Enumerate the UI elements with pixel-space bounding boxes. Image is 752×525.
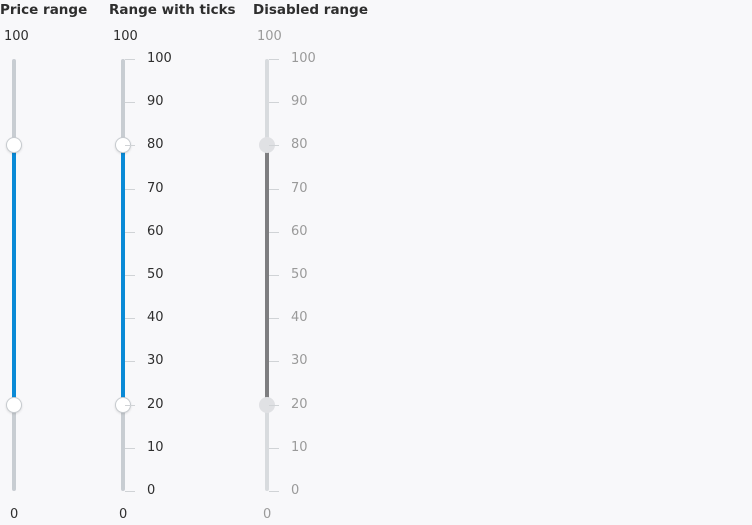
disabled-tick-mark [269, 447, 279, 449]
disabled-tick-mark [269, 188, 279, 190]
range-with-ticks-title: Range with ticks [109, 2, 236, 18]
disabled-tick-mark [269, 145, 279, 147]
ticks-tick-label: 90 [147, 94, 164, 110]
disabled-tick-label: 60 [291, 223, 308, 239]
price-range-fill [12, 145, 16, 405]
ticks-tick-label: 60 [147, 223, 164, 239]
disabled-tick-mark [269, 275, 279, 276]
disabled-tick-label: 30 [291, 353, 308, 369]
ticks-tick-mark [125, 102, 135, 104]
ticks-tick-mark [125, 491, 135, 492]
disabled-tick-mark [269, 231, 279, 233]
ticks-tick-mark [125, 275, 135, 276]
disabled-tick-mark [269, 491, 279, 492]
disabled-tick-label: 20 [291, 396, 308, 412]
disabled-tick-label: 90 [291, 94, 308, 110]
disabled-tick-label: 100 [291, 51, 316, 66]
ticks-tick-mark [125, 59, 135, 60]
ticks-tick-label: 0 [147, 483, 156, 498]
ticks-tick-mark [125, 231, 135, 233]
price-range-title: Price range [0, 2, 88, 18]
disabled-range-title: Disabled range [253, 2, 368, 18]
disabled-range-fill [265, 145, 269, 405]
disabled-tick-mark [269, 318, 279, 320]
disabled-tick-mark [269, 59, 279, 60]
disabled-tick-label: 70 [291, 180, 308, 196]
ticks-tick-label: 70 [147, 180, 164, 196]
disabled-tick-label: 40 [291, 310, 308, 326]
disabled-range-min-label: 0 [263, 507, 272, 522]
ticks-tick-label: 40 [147, 310, 164, 326]
disabled-tick-mark [269, 102, 279, 104]
disabled-tick-label: 10 [291, 439, 308, 455]
ticks-tick-mark [125, 447, 135, 449]
range-with-ticks-fill [121, 145, 125, 405]
ticks-tick-label: 100 [147, 51, 172, 66]
ticks-tick-label: 20 [147, 396, 164, 412]
disabled-tick-label: 50 [291, 267, 308, 282]
ticks-tick-mark [125, 404, 135, 406]
price-range-upper-thumb[interactable] [6, 137, 22, 154]
disabled-tick-label: 80 [291, 137, 308, 153]
disabled-tick-label: 0 [291, 483, 300, 498]
ticks-tick-label: 50 [147, 267, 164, 282]
ticks-tick-mark [125, 361, 135, 363]
ticks-tick-mark [125, 318, 135, 320]
price-range-min-label: 0 [10, 507, 19, 522]
range-with-ticks-max-label: 100 [113, 29, 138, 44]
range-with-ticks-min-label: 0 [119, 507, 128, 522]
ticks-tick-label: 30 [147, 353, 164, 369]
disabled-range-max-label: 100 [257, 29, 282, 44]
ticks-tick-mark [125, 145, 135, 147]
ticks-tick-mark [125, 188, 135, 190]
disabled-tick-mark [269, 361, 279, 363]
ticks-tick-label: 80 [147, 137, 164, 153]
ticks-tick-label: 10 [147, 439, 164, 455]
price-range-lower-thumb[interactable] [6, 396, 22, 413]
disabled-tick-mark [269, 404, 279, 406]
price-range-max-label: 100 [4, 29, 29, 44]
